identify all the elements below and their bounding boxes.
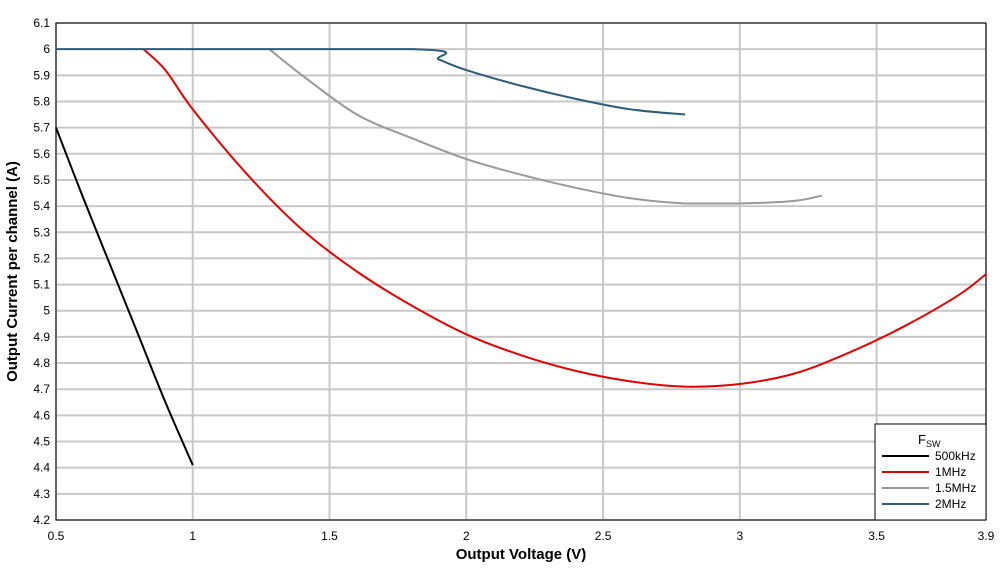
y-axis-title: Output Current per channel (A) xyxy=(4,161,21,382)
y-tick-label: 4.3 xyxy=(33,487,50,501)
series-lines xyxy=(55,48,987,466)
y-tick-label: 5.4 xyxy=(33,199,50,213)
x-tick-label: 3.5 xyxy=(868,529,885,543)
y-tick-label: 4.5 xyxy=(33,435,50,449)
y-tick-label: 4.2 xyxy=(33,513,50,527)
legend-title: FSW xyxy=(918,432,941,449)
y-tick-label: 6 xyxy=(43,42,50,56)
series-line-1mhz xyxy=(142,48,987,388)
legend-title-main: F xyxy=(918,432,926,447)
series-line-500khz xyxy=(55,127,194,466)
x-tick-label: 2 xyxy=(463,529,470,543)
x-tick-label: 2.5 xyxy=(595,529,612,543)
series-line-1-5mhz xyxy=(268,48,823,205)
x-tick-label: 3.9 xyxy=(978,529,995,543)
y-tick-label: 5.9 xyxy=(33,68,50,82)
series-line-2mhz xyxy=(56,48,686,116)
x-tick-label: 0.5 xyxy=(48,529,65,543)
legend-title-sub: SW xyxy=(926,439,941,449)
grid xyxy=(55,22,987,521)
y-tick-label: 5.6 xyxy=(33,147,50,161)
y-tick-label: 6.1 xyxy=(33,16,50,30)
y-tick-label: 4.4 xyxy=(33,461,50,475)
x-tick-label: 1 xyxy=(189,529,196,543)
legend-label: 1MHz xyxy=(935,465,966,479)
x-tick-label: 1.5 xyxy=(321,529,338,543)
y-tick-label: 5.5 xyxy=(33,173,50,187)
y-tick-label: 4.9 xyxy=(33,330,50,344)
legend-items: 500kHz 1MHz 1.5MHz 2MHz xyxy=(882,449,976,511)
plot-area-frame xyxy=(55,22,987,521)
y-tick-label: 5 xyxy=(43,304,50,318)
x-tick-label: 3 xyxy=(736,529,743,543)
y-tick-label: 5.7 xyxy=(33,121,50,135)
y-tick-label: 5.8 xyxy=(33,94,50,108)
legend-label: 500kHz xyxy=(935,449,976,463)
y-axis-ticks: 4.2 4.3 4.4 4.5 4.6 4.7 4.8 4.9 5 5.1 5.2 5.3 5.4 5.5… xyxy=(33,16,50,527)
legend-label: 1.5MHz xyxy=(935,481,976,495)
legend: FSW 500kHz 1MHz 1.5MHz 2MHz xyxy=(874,423,987,521)
y-tick-label: 5.3 xyxy=(33,225,50,239)
y-tick-label: 5.1 xyxy=(33,278,50,292)
y-tick-label: 4.8 xyxy=(33,356,50,370)
x-axis-ticks: 0.5 1 1.5 2 2.5 3 3.5 3.9 xyxy=(48,529,995,543)
y-tick-label: 4.7 xyxy=(33,382,50,396)
y-tick-label: 5.2 xyxy=(33,251,50,265)
x-axis-title: Output Voltage (V) xyxy=(456,546,587,563)
y-tick-label: 4.6 xyxy=(33,408,50,422)
legend-label: 2MHz xyxy=(935,497,966,511)
